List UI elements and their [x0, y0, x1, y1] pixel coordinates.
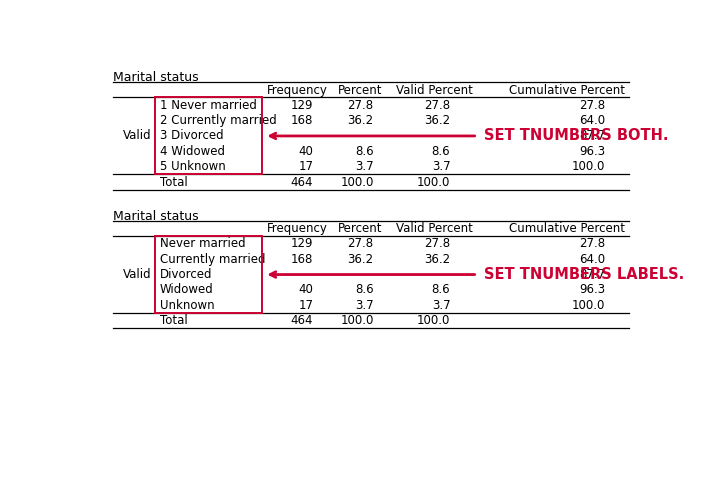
- Text: 1 Never married: 1 Never married: [160, 99, 256, 112]
- Text: 2 Currently married: 2 Currently married: [160, 114, 276, 127]
- Text: 129: 129: [291, 99, 313, 112]
- Text: 27.8: 27.8: [424, 237, 451, 250]
- Text: 3 Divorced: 3 Divorced: [160, 130, 223, 143]
- Text: 36.2: 36.2: [348, 253, 374, 266]
- Text: 100.0: 100.0: [417, 175, 451, 188]
- Text: 27.8: 27.8: [348, 99, 374, 112]
- Text: 36.2: 36.2: [348, 114, 374, 127]
- Text: 96.3: 96.3: [580, 283, 606, 296]
- Text: 17: 17: [298, 299, 313, 312]
- Text: 4 Widowed: 4 Widowed: [160, 145, 225, 158]
- Text: SET TNUMBERS BOTH.: SET TNUMBERS BOTH.: [484, 129, 668, 144]
- Text: 100.0: 100.0: [417, 314, 451, 327]
- Text: 168: 168: [291, 114, 313, 127]
- Text: Valid Percent: Valid Percent: [397, 84, 473, 97]
- Text: 464: 464: [291, 314, 313, 327]
- Text: 8.6: 8.6: [432, 145, 451, 158]
- Text: 3.7: 3.7: [355, 299, 374, 312]
- Text: 3.7: 3.7: [432, 299, 451, 312]
- Text: Frequency: Frequency: [267, 84, 328, 97]
- Text: Never married: Never married: [160, 237, 246, 250]
- Text: 27.8: 27.8: [580, 99, 606, 112]
- Text: 100.0: 100.0: [341, 175, 374, 188]
- Text: 8.6: 8.6: [355, 283, 374, 296]
- Text: Cumulative Percent: Cumulative Percent: [508, 84, 625, 97]
- Text: Total: Total: [160, 175, 187, 188]
- Text: 3.7: 3.7: [355, 160, 374, 173]
- Text: 100.0: 100.0: [341, 314, 374, 327]
- Text: 40: 40: [298, 145, 313, 158]
- Text: 27.8: 27.8: [580, 237, 606, 250]
- Text: 129: 129: [291, 237, 313, 250]
- Text: Widowed: Widowed: [160, 283, 214, 296]
- Text: Total: Total: [160, 314, 187, 327]
- Text: 100.0: 100.0: [572, 299, 606, 312]
- Text: Unknown: Unknown: [160, 299, 215, 312]
- Text: SET TNUMBERS LABELS.: SET TNUMBERS LABELS.: [484, 267, 684, 282]
- Text: 64.0: 64.0: [580, 114, 606, 127]
- Text: Currently married: Currently married: [160, 253, 265, 266]
- Text: 168: 168: [291, 253, 313, 266]
- Bar: [155, 97, 262, 174]
- Text: 5 Unknown: 5 Unknown: [160, 160, 225, 173]
- Text: 17: 17: [298, 160, 313, 173]
- Text: 87.7: 87.7: [580, 268, 606, 281]
- Text: 8.6: 8.6: [355, 145, 374, 158]
- Text: Marital status: Marital status: [113, 71, 199, 84]
- Text: Frequency: Frequency: [267, 222, 328, 235]
- Text: Divorced: Divorced: [160, 268, 212, 281]
- Text: 96.3: 96.3: [580, 145, 606, 158]
- Text: 64.0: 64.0: [580, 253, 606, 266]
- Text: 8.6: 8.6: [432, 283, 451, 296]
- Text: 27.8: 27.8: [424, 99, 451, 112]
- Text: 36.2: 36.2: [424, 253, 451, 266]
- Text: 100.0: 100.0: [572, 160, 606, 173]
- Bar: [155, 236, 262, 313]
- Text: 464: 464: [291, 175, 313, 188]
- Text: Valid: Valid: [122, 130, 151, 143]
- Text: 40: 40: [298, 283, 313, 296]
- Text: Cumulative Percent: Cumulative Percent: [508, 222, 625, 235]
- Text: 3.7: 3.7: [432, 160, 451, 173]
- Text: Valid Percent: Valid Percent: [397, 222, 473, 235]
- Text: 87.7: 87.7: [580, 130, 606, 143]
- Text: 27.8: 27.8: [348, 237, 374, 250]
- Text: 36.2: 36.2: [424, 114, 451, 127]
- Text: Percent: Percent: [338, 84, 382, 97]
- Text: Marital status: Marital status: [113, 210, 199, 223]
- Text: Valid: Valid: [122, 268, 151, 281]
- Text: Percent: Percent: [338, 222, 382, 235]
